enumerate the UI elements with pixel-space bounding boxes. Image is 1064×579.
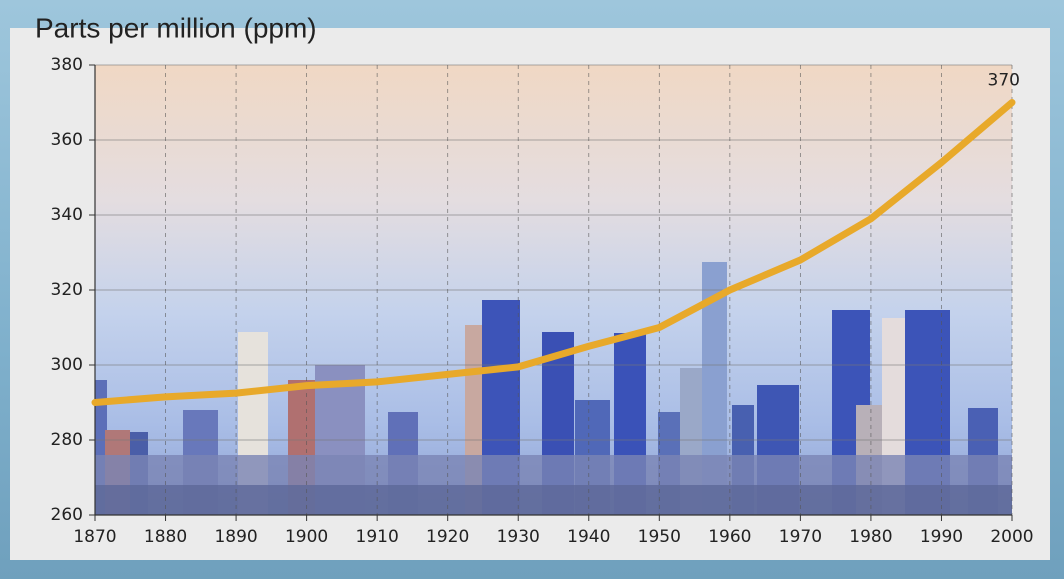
x-tick-label: 1920 <box>426 527 469 547</box>
y-tick-label: 340 <box>51 205 83 225</box>
x-tick-label: 1960 <box>708 527 751 547</box>
x-tick-label: 1900 <box>285 527 328 547</box>
data-label: 370 <box>988 71 1020 91</box>
y-tick-label: 380 <box>51 55 83 75</box>
y-tick-label: 300 <box>51 355 83 375</box>
x-tick-label: 1870 <box>73 527 116 547</box>
x-tick-label: 1890 <box>214 527 257 547</box>
x-tick-label: 1880 <box>144 527 187 547</box>
chart-title: Parts per million (ppm) <box>35 12 317 43</box>
x-tick-label: 2000 <box>990 527 1033 547</box>
x-tick-label: 1910 <box>356 527 399 547</box>
x-tick-label: 1970 <box>779 527 822 547</box>
x-tick-label: 1990 <box>920 527 963 547</box>
y-tick-label: 260 <box>51 505 83 525</box>
y-tick-label: 360 <box>51 130 83 150</box>
x-tick-label: 1980 <box>849 527 892 547</box>
x-tick-label: 1950 <box>638 527 681 547</box>
y-tick-label: 320 <box>51 280 83 300</box>
data-line <box>91 99 1016 406</box>
y-tick-label: 280 <box>51 430 83 450</box>
x-tick-label: 1940 <box>567 527 610 547</box>
x-tick-label: 1930 <box>497 527 540 547</box>
